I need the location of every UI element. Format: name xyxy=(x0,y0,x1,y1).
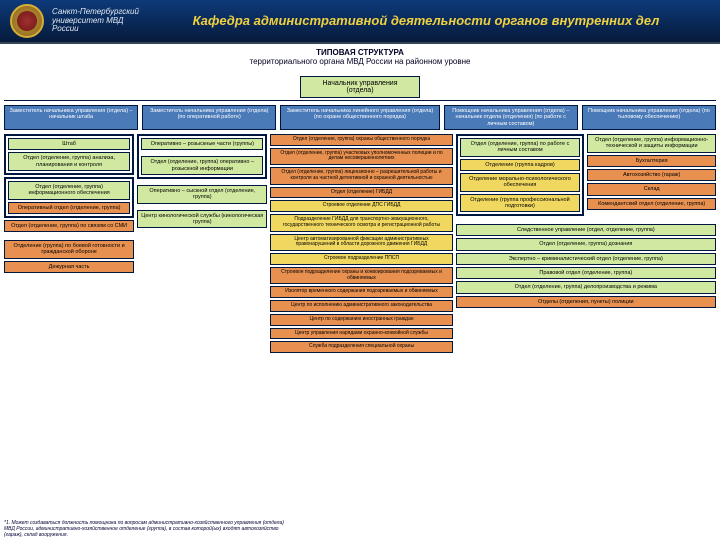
deputy-1: Заместитель начальника управления (отдел… xyxy=(4,105,138,130)
deputy-2: Заместитель начальника управления (отдел… xyxy=(142,105,276,130)
page-header: Санкт-Петербургский университет МВД Росс… xyxy=(0,0,720,44)
column-4: Отдел (отделение, группа) по работе с ли… xyxy=(456,134,585,216)
bottom-b4: Правовой отдел (отделение, группа) xyxy=(456,267,716,279)
c3-b4: Отдел (отделение) ГИБДД xyxy=(270,187,452,199)
c1-head: Штаб xyxy=(8,138,130,150)
deputy-4: Помощник начальника управления (отдела) … xyxy=(444,105,578,130)
bottom-b2: Отдел (отделение, группа) дознания xyxy=(456,238,716,250)
subtitle-1: ТИПОВАЯ СТРУКТУРА xyxy=(4,48,716,57)
bottom-b3: Экспертно – криминалистический отдел (от… xyxy=(456,253,716,265)
c1-b6: Дежурная часть xyxy=(4,261,134,273)
university-name: Санкт-Петербургский университет МВД Росс… xyxy=(52,8,142,34)
c1-b2: Отдел (отделение, группа) информационног… xyxy=(8,181,130,200)
subtitle: ТИПОВАЯ СТРУКТУРА территориального орган… xyxy=(0,44,720,70)
c5-b4: Склад xyxy=(587,183,716,195)
page-title: Кафедра административной деятельности ор… xyxy=(142,13,710,29)
c3-b10: Изолятор временного содержания подозрева… xyxy=(270,286,452,298)
right-columns: Отдел (отделение, группа) по работе с ли… xyxy=(456,134,716,308)
c3-b5: Строевое отделение ДПС ГИБДД xyxy=(270,200,452,212)
c1-b1: Отдел (отделение, группа) анализа, плани… xyxy=(8,152,130,171)
c3-b2: Отдел (отделение, группа) участковых упо… xyxy=(270,148,452,166)
c3-b13: Центр управления нарядами охранно-конвой… xyxy=(270,328,452,340)
root-node: Начальник управления (отдела) xyxy=(300,76,420,98)
column-1: Штаб Отдел (отделение, группа) анализа, … xyxy=(4,134,134,273)
bottom-b6: Отделы (отделения, пункты) полиции xyxy=(456,296,716,308)
c1-b5: Отделение (группа) по боевой готовности … xyxy=(4,240,134,259)
c4-b3: Отделение морально-психологического обес… xyxy=(460,173,581,192)
c3-b9: Строевое подразделение охраны и конвоиро… xyxy=(270,267,452,285)
bottom-b1: Следственное управление (отдел, отделени… xyxy=(456,224,716,236)
column-5: Отдел (отделение, группа) информационно-… xyxy=(587,134,716,216)
c1-b3: Оперативный отдел (отделение, группа) xyxy=(8,202,130,214)
footnote: *1. Может создаваться должность помощник… xyxy=(4,520,284,538)
deputy-5: Помощник начальника управления (отдела) … xyxy=(582,105,716,130)
c2-b4: Центр кинологической службы (кинологичес… xyxy=(137,210,267,229)
subtitle-2: территориального органа МВД России на ра… xyxy=(4,57,716,66)
c1-b4: Отдел (отделение, группа) по связям со С… xyxy=(4,220,134,232)
deputy-row: Заместитель начальника управления (отдел… xyxy=(4,105,716,130)
c4-b1: Отдел (отделение, группа) по работе с ли… xyxy=(460,138,581,157)
c3-b8: Строевое подразделение ППСП xyxy=(270,253,452,265)
c4-b4: Отделение (группа профессиональной подго… xyxy=(460,194,581,213)
c3-b14: Служба подразделения специальной охраны xyxy=(270,341,452,353)
c2-b3: Оперативно – сыскной отдел (отделение, г… xyxy=(137,185,267,204)
c5-b5: Комендантский отдел (отделение, группа) xyxy=(587,198,716,210)
c4-b2: Отделение (группа кадров) xyxy=(460,159,581,171)
bottom-b5: Отдел (отделение, группа) делопроизводст… xyxy=(456,281,716,293)
c3-b7: Центр автоматизированной фиксации админи… xyxy=(270,234,452,252)
c3-b3: Отдел (отделение, группа) лицензионно – … xyxy=(270,167,452,185)
c3-b11: Центр по исполнению административного за… xyxy=(270,300,452,312)
deputy-3: Заместитель начальника линейного управле… xyxy=(280,105,439,130)
org-chart: Начальник управления (отдела) Заместител… xyxy=(0,70,720,540)
c5-b2: Бухгалтерия xyxy=(587,155,716,167)
column-2: Оперативно – розыскные части (группы) От… xyxy=(137,134,267,228)
c3-b12: Центр по содержанию иностранных граждан xyxy=(270,314,452,326)
c2-b1: Оперативно – розыскные части (группы) xyxy=(141,138,263,150)
emblem-icon xyxy=(10,4,44,38)
c3-b1: Отдел (отделение, группа) охраны обществ… xyxy=(270,134,452,146)
c5-b3: Автохозяйство (гараж) xyxy=(587,169,716,181)
c5-b1: Отдел (отделение, группа) информационно-… xyxy=(587,134,716,153)
c3-b6: Подразделение ГИБДД для транспортно-эвак… xyxy=(270,214,452,232)
column-3: Отдел (отделение, группа) охраны обществ… xyxy=(270,134,452,353)
c2-b2: Отдел (отделение, группа) оперативно – р… xyxy=(141,156,263,175)
